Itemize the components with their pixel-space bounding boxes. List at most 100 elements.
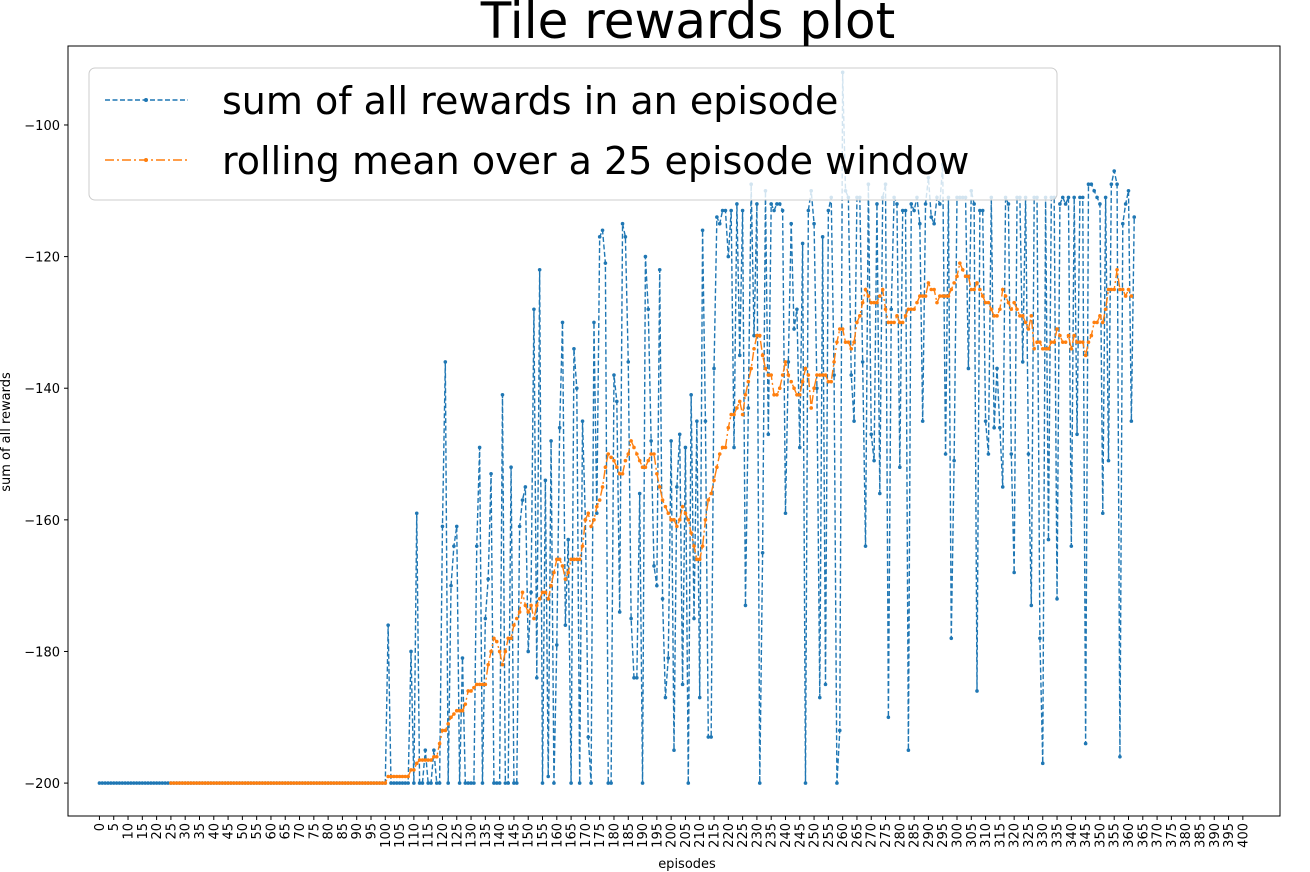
data-point xyxy=(1000,485,1005,489)
data-point xyxy=(912,307,916,312)
data-point xyxy=(903,208,908,213)
data-point xyxy=(214,781,219,785)
data-point xyxy=(1120,287,1125,292)
data-point xyxy=(766,373,771,377)
data-point xyxy=(683,445,688,450)
x-tick-label: 140 xyxy=(493,823,508,848)
data-point xyxy=(434,754,439,759)
data-point xyxy=(809,406,814,410)
data-point xyxy=(689,393,693,397)
data-point xyxy=(100,781,105,785)
data-point xyxy=(803,781,808,785)
data-point xyxy=(226,781,230,785)
x-tick-label: 280 xyxy=(893,823,908,848)
data-point xyxy=(872,458,876,463)
data-point xyxy=(217,781,222,785)
data-point xyxy=(938,294,942,298)
data-point xyxy=(729,412,733,417)
data-point xyxy=(180,781,185,785)
data-point xyxy=(1006,202,1011,206)
data-point xyxy=(483,616,488,621)
data-point xyxy=(663,695,668,700)
data-point xyxy=(500,393,505,397)
data-point xyxy=(697,695,702,700)
data-point xyxy=(889,320,894,325)
data-point xyxy=(106,781,110,785)
x-tick-label: 255 xyxy=(822,823,837,848)
data-point xyxy=(680,682,685,687)
x-tick-label: 35 xyxy=(193,823,208,840)
data-point xyxy=(131,781,136,785)
data-point xyxy=(140,781,145,785)
data-point xyxy=(466,689,470,693)
data-point xyxy=(978,287,982,292)
data-point xyxy=(632,675,636,680)
data-point xyxy=(820,373,825,377)
data-point xyxy=(686,518,691,522)
data-point xyxy=(366,781,370,785)
x-tick-label: 150 xyxy=(522,823,537,848)
data-point xyxy=(137,781,142,785)
data-point xyxy=(677,432,682,437)
data-point xyxy=(623,235,628,239)
x-tick-label: 75 xyxy=(307,823,322,840)
data-point xyxy=(623,458,628,463)
data-point xyxy=(434,781,439,785)
data-point xyxy=(695,557,699,562)
data-point xyxy=(943,452,948,456)
data-point xyxy=(472,781,476,785)
data-point xyxy=(1066,333,1071,338)
data-point xyxy=(257,781,262,785)
data-point xyxy=(414,511,419,516)
data-point xyxy=(900,320,905,325)
data-point xyxy=(549,583,553,588)
data-point xyxy=(474,682,479,687)
data-point xyxy=(1126,287,1131,292)
data-point xyxy=(572,346,576,351)
data-point xyxy=(460,656,465,660)
data-point xyxy=(620,221,625,226)
data-point xyxy=(978,208,982,213)
data-point xyxy=(109,781,113,785)
data-point xyxy=(494,781,499,785)
data-point xyxy=(206,781,210,785)
data-point xyxy=(852,419,856,423)
data-point xyxy=(552,570,556,575)
data-point xyxy=(151,781,156,785)
data-point xyxy=(886,320,891,325)
data-point xyxy=(260,781,265,785)
data-point xyxy=(646,458,651,463)
data-point xyxy=(120,781,125,785)
data-point xyxy=(572,557,576,562)
data-point xyxy=(769,373,773,377)
data-point xyxy=(929,287,934,292)
data-point xyxy=(249,781,253,785)
data-point xyxy=(1029,603,1034,608)
data-point xyxy=(983,419,988,423)
data-point xyxy=(1109,287,1114,292)
data-point xyxy=(340,781,345,785)
data-point xyxy=(866,294,871,298)
data-point xyxy=(995,366,999,371)
data-point xyxy=(1132,215,1137,219)
data-point xyxy=(837,728,842,733)
data-point xyxy=(906,307,911,312)
x-tick-label: 250 xyxy=(808,823,823,848)
data-point xyxy=(472,685,476,690)
data-point xyxy=(497,781,502,785)
x-tick-label: 40 xyxy=(207,823,222,840)
data-point xyxy=(509,636,513,641)
data-point xyxy=(755,202,759,206)
data-point xyxy=(932,221,936,226)
data-point xyxy=(720,445,725,450)
data-point xyxy=(898,465,902,470)
data-point xyxy=(580,544,585,548)
x-tick-label: 110 xyxy=(407,823,422,848)
data-point xyxy=(752,346,756,351)
data-point xyxy=(386,623,390,627)
data-point xyxy=(457,708,462,713)
x-tick-label: 160 xyxy=(550,823,565,848)
data-point xyxy=(117,781,122,785)
x-tick-label: 385 xyxy=(1193,823,1208,848)
data-point xyxy=(306,781,310,785)
